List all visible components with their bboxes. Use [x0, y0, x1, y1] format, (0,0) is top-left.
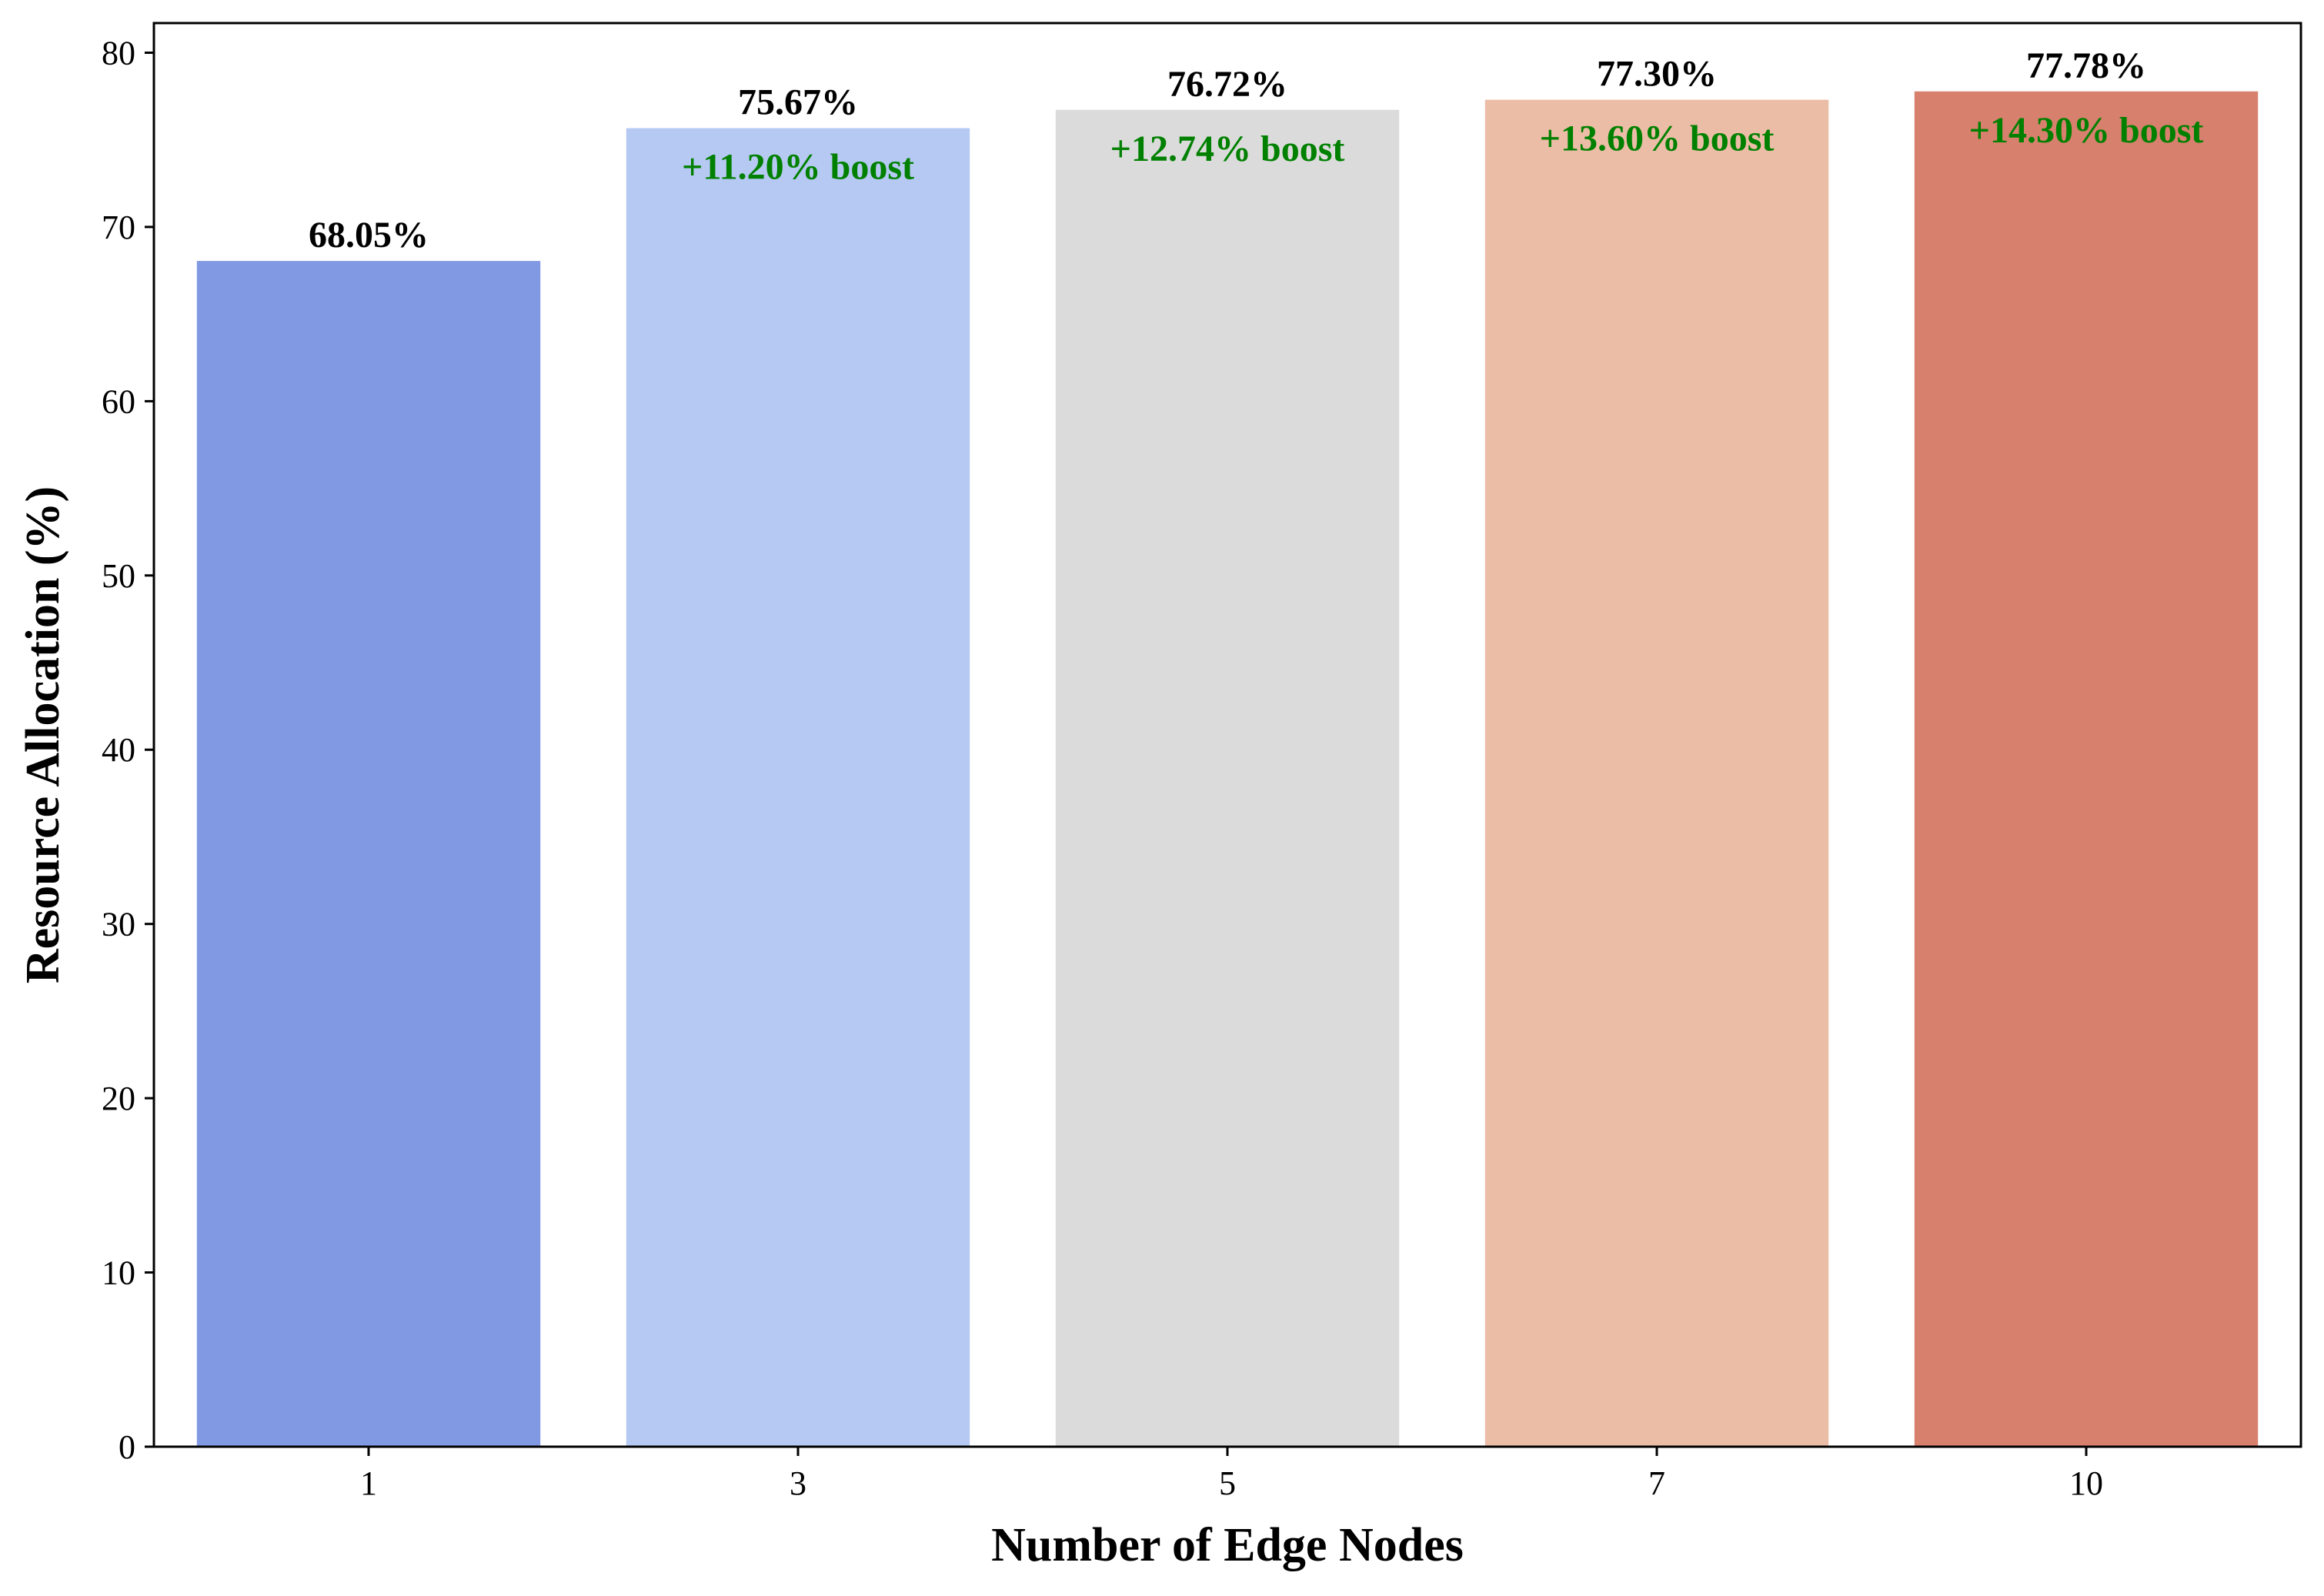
x-axis-title: Number of Edge Nodes	[991, 1519, 1464, 1571]
y-tick-label-60: 60	[102, 382, 135, 420]
boost-label-5: +12.74% boost	[1110, 129, 1345, 169]
plot-frame	[152, 22, 2302, 1448]
value-label-5: 76.72%	[1167, 64, 1287, 105]
value-label-7: 77.30%	[1597, 54, 1717, 95]
value-label-1: 68.05%	[309, 215, 429, 255]
boost-label-10: +14.30% boost	[1969, 110, 2204, 151]
y-axis-title: Resource Allocation (%)	[17, 486, 69, 983]
x-tick-label-10: 10	[2069, 1464, 2103, 1502]
x-tick-label-1: 1	[360, 1464, 377, 1502]
value-label-3: 75.67%	[738, 82, 858, 123]
y-tick-label-80: 80	[102, 34, 135, 72]
boost-label-7: +13.60% boost	[1540, 119, 1775, 159]
bar-1	[196, 261, 541, 1447]
y-tick-label-0: 0	[119, 1428, 135, 1466]
x-tick-label-7: 7	[1648, 1464, 1665, 1502]
value-label-10: 77.78%	[2026, 45, 2146, 86]
bar-5	[1055, 109, 1400, 1447]
y-axis: 0 10 20 30 40 50 60 70 80	[102, 34, 154, 1466]
value-labels-group: 68.05% 75.67% 76.72% 77.30% 77.78%	[309, 45, 2146, 255]
y-tick-label-50: 50	[102, 557, 135, 595]
bar-7	[1484, 99, 1829, 1447]
x-axis: 1 3 5 7 10	[360, 1447, 2103, 1502]
y-tick-label-40: 40	[102, 731, 135, 769]
bar-3	[626, 128, 970, 1447]
y-tick-label-30: 30	[102, 906, 135, 943]
y-tick-label-70: 70	[102, 209, 135, 246]
bars-group	[196, 91, 2259, 1447]
boost-labels-group: +11.20% boost +12.74% boost +13.60% boost +…	[682, 110, 2203, 188]
bar-10	[1914, 91, 2259, 1447]
boost-label-3: +11.20% boost	[682, 147, 914, 188]
y-tick-label-20: 20	[102, 1080, 135, 1117]
x-tick-label-5: 5	[1219, 1464, 1236, 1502]
y-tick-label-10: 10	[102, 1254, 135, 1292]
x-tick-label-3: 3	[790, 1464, 806, 1502]
